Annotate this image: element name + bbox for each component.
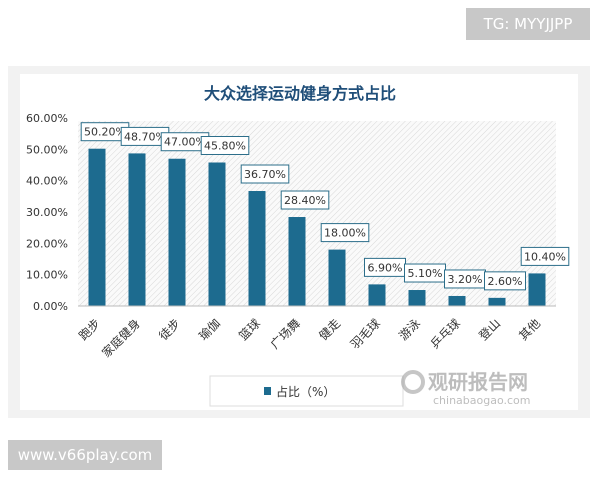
data-label: 10.40% [524, 250, 566, 263]
logo-name: 观研报告网 [428, 370, 528, 394]
data-label: 2.60% [488, 275, 523, 288]
data-label: 47.00% [164, 136, 206, 149]
bar [88, 148, 106, 306]
data-label: 36.70% [244, 168, 286, 181]
x-tick-label: 其他 [516, 316, 543, 343]
bar [248, 191, 266, 306]
y-tick-label: 30.00% [26, 206, 68, 219]
bar [208, 162, 226, 306]
legend-label: 占比（%） [276, 384, 335, 399]
y-tick-label: 40.00% [26, 175, 68, 188]
data-label-box [200, 135, 250, 155]
legend-swatch [264, 387, 271, 395]
x-tick-label: 乒乓球 [428, 316, 463, 351]
x-tick-label: 登山 [476, 316, 504, 344]
x-tick-label: 羽毛球 [348, 316, 383, 351]
bar [408, 290, 426, 306]
x-tick-label: 跑步 [76, 316, 103, 343]
y-tick-label: 50.00% [26, 143, 68, 156]
data-label-box [280, 190, 330, 210]
x-tick-label: 健走 [316, 316, 343, 343]
bar [488, 297, 506, 306]
bar [168, 158, 186, 306]
logo-icon [401, 370, 425, 394]
bar [328, 249, 346, 306]
data-label-box [484, 271, 526, 291]
bar [288, 217, 306, 306]
data-label: 28.40% [284, 194, 326, 207]
data-label-box [520, 246, 570, 266]
x-tick-label: 家庭健身 [99, 316, 144, 361]
legend-box [209, 375, 404, 407]
logo: 观研报告网 chinabaogao.com [401, 370, 531, 407]
y-tick-label: 60.00% [26, 112, 68, 125]
y-tick-label: 20.00% [26, 237, 68, 250]
data-label: 45.80% [204, 139, 246, 152]
watermark-top: TG: MYYJJPP [466, 8, 590, 40]
data-label: 50.20% [84, 126, 126, 139]
bar [528, 273, 546, 306]
x-tick-label: 篮球 [236, 316, 264, 344]
x-tick-label: 徒步 [156, 316, 183, 343]
x-tick-label: 瑜伽 [196, 316, 224, 344]
bar [448, 295, 466, 306]
legend: 占比（%） [209, 375, 404, 407]
bar [368, 284, 386, 306]
data-label-box [240, 164, 290, 184]
data-label: 5.10% [408, 267, 443, 280]
data-label-box [320, 223, 370, 243]
y-tick-label: 10.00% [26, 269, 68, 282]
x-tick-label: 游泳 [396, 316, 423, 343]
chart-title: 大众选择运动健身方式占比 [204, 84, 396, 103]
x-tick-label: 广场舞 [268, 316, 303, 351]
logo-url: chinabaogao.com [433, 394, 531, 407]
y-tick-label: 0.00% [33, 300, 68, 313]
data-label: 18.00% [324, 227, 366, 240]
watermark-bottom: www.v66play.com [8, 440, 162, 470]
data-label: 3.20% [448, 273, 483, 286]
data-label: 48.70% [124, 130, 166, 143]
data-label: 6.90% [368, 261, 403, 274]
bar [128, 153, 146, 306]
